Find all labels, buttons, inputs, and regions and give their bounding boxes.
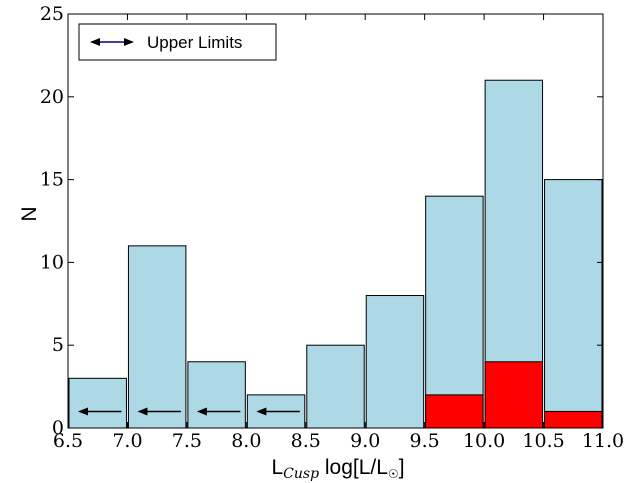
legend: Upper Limits xyxy=(78,23,277,61)
bar-all-4 xyxy=(306,344,365,429)
y-tick-label: 5 xyxy=(52,334,64,356)
upper-limit-arrow-head-1 xyxy=(137,407,148,416)
x-tick-label: 10.0 xyxy=(463,430,505,452)
bar-all-6 xyxy=(425,195,484,429)
x-tick-label: 11.0 xyxy=(582,430,624,452)
upper-limit-arrow-head-3 xyxy=(256,407,267,416)
y-tick-label: 25 xyxy=(40,3,64,25)
x-axis-label: LCusp log[L/L☉] xyxy=(271,456,404,482)
axis-ticks xyxy=(67,13,604,429)
x-tick-label: 10.5 xyxy=(522,430,564,452)
bar-all-0 xyxy=(68,377,127,429)
upper-limit-arrows xyxy=(78,407,300,416)
x-tick-label: 6.5 xyxy=(53,430,83,452)
bar-red-7 xyxy=(484,361,544,429)
y-tick-label: 20 xyxy=(40,86,64,108)
legend-label: Upper Limits xyxy=(147,33,242,52)
x-tick-label: 8.0 xyxy=(231,430,261,452)
x-tick-label: 9.0 xyxy=(350,430,380,452)
x-tick-label: 7.0 xyxy=(112,430,142,452)
y-tick-label: 15 xyxy=(40,169,64,191)
legend-arrow-head-right xyxy=(124,38,134,46)
y-axis-label: N xyxy=(18,206,41,221)
x-tick-label: 7.5 xyxy=(172,430,202,452)
bar-all-1 xyxy=(127,245,187,429)
bar-all-8 xyxy=(544,179,603,429)
bar-all-5 xyxy=(365,295,425,429)
bars-layer xyxy=(68,79,603,429)
x-tick-label: 8.5 xyxy=(291,430,321,452)
bar-red-8 xyxy=(544,410,603,429)
y-tick-label: 10 xyxy=(40,251,64,273)
plot-frame xyxy=(67,13,604,429)
tick-labels: 6.5 7.0 7.5 8.0 8.5 9.0 9.5 10.0 10.5 11.0 0 5 10 15 2… xyxy=(40,3,624,452)
y-tick-label: 0 xyxy=(52,417,64,439)
upper-limit-arrow-head-2 xyxy=(196,407,207,416)
bar-all-2 xyxy=(187,361,246,429)
bar-red-6 xyxy=(425,394,484,429)
x-tick-label: 9.5 xyxy=(410,430,440,452)
legend-arrow-head-left xyxy=(90,38,100,46)
upper-limit-arrow-head-0 xyxy=(78,407,88,416)
